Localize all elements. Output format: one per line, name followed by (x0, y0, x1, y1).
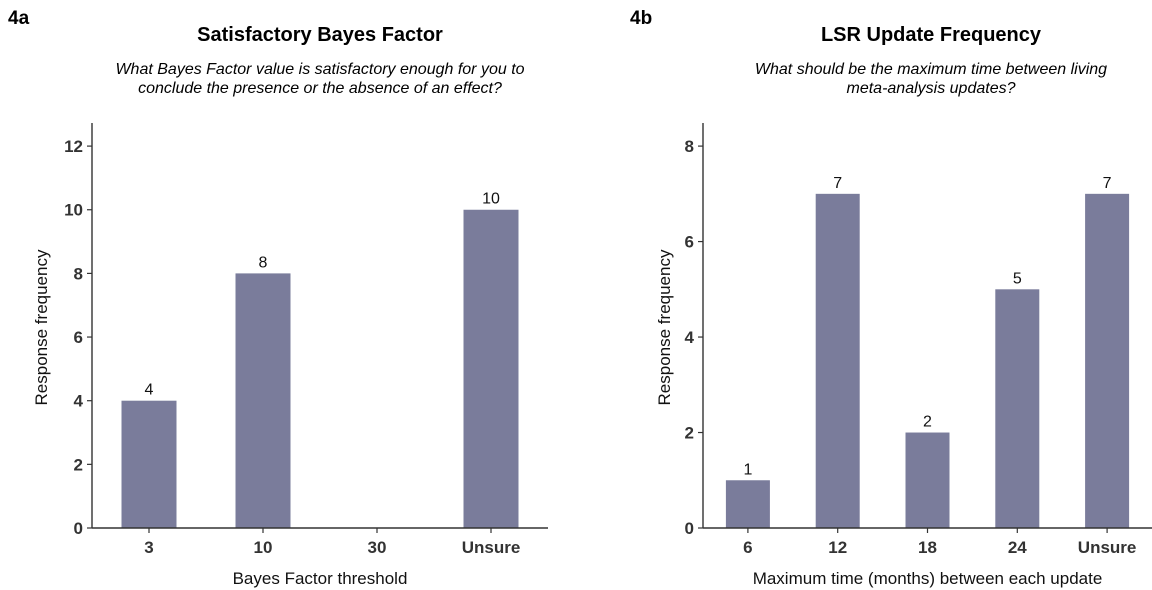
subtitle-line-1: What should be the maximum time between … (754, 61, 1108, 78)
x-tick-label: 3 (144, 538, 153, 557)
data-label: 5 (1013, 270, 1022, 287)
data-label: 2 (923, 414, 932, 431)
bar-chart-svg: 0 2 4 6 8 10 12 4 3 8 10 30 10 Unsure Bayes Factor thr… (32, 123, 548, 588)
x-tick-label: Unsure (1078, 538, 1137, 557)
data-label: 10 (482, 191, 500, 208)
y-tick-label: 12 (64, 137, 83, 156)
x-tick-label: 10 (254, 538, 273, 557)
subtitle-line-1: What Bayes Factor value is satisfactory … (115, 61, 525, 78)
bar (235, 273, 291, 528)
y-tick-label: 4 (74, 392, 84, 411)
y-tick-label: 0 (685, 519, 694, 538)
data-label: 1 (743, 461, 752, 478)
y-tick-label: 4 (685, 328, 695, 347)
bar (905, 432, 950, 528)
x-tick-label: Unsure (462, 538, 521, 557)
y-tick-label: 8 (74, 264, 83, 283)
panel-tag: 4a (8, 8, 30, 29)
chart-panel-4b: 4b LSR Update Frequency What should be t… (576, 0, 1152, 590)
x-tick-label: 30 (368, 538, 387, 557)
data-label: 7 (833, 175, 842, 192)
chart-panel-4a: 4a Satisfactory Bayes Factor What Bayes … (8, 8, 548, 588)
panel-tag: 4b (630, 8, 653, 29)
bar (121, 400, 177, 528)
y-tick-label: 8 (685, 137, 694, 156)
x-tick-label: 18 (918, 538, 937, 557)
bar (1085, 193, 1130, 529)
bar (725, 480, 770, 528)
y-axis-title: Response frequency (32, 249, 51, 405)
chart-title: LSR Update Frequency (820, 24, 1042, 46)
subtitle-line-2: conclude the presence or the absence of … (138, 80, 502, 97)
y-tick-label: 0 (74, 519, 83, 538)
y-tick-label: 6 (685, 233, 694, 252)
chart-title: Satisfactory Bayes Factor (197, 24, 443, 46)
chart-subtitle: What should be the maximum time between … (671, 60, 1152, 98)
x-tick-label: 6 (743, 538, 752, 557)
y-tick-label: 10 (64, 201, 83, 220)
data-label: 8 (259, 254, 268, 271)
x-tick-label: 12 (828, 538, 847, 557)
y-tick-label: 2 (685, 424, 694, 443)
x-axis-title: Maximum time (months) between each updat… (753, 569, 1103, 588)
x-tick-label: 24 (1008, 538, 1027, 557)
x-axis-title: Bayes Factor threshold (233, 569, 408, 588)
y-tick-label: 6 (74, 328, 83, 347)
bar (463, 209, 519, 528)
bar (815, 193, 860, 529)
subtitle-line-2: meta-analysis updates? (846, 80, 1016, 97)
y-tick-label: 2 (74, 455, 83, 474)
y-axis-title: Response frequency (655, 249, 674, 405)
data-label: 4 (145, 382, 154, 399)
chart-subtitle: What Bayes Factor value is satisfactory … (40, 60, 600, 98)
data-label: 7 (1103, 175, 1112, 192)
bar (995, 289, 1040, 528)
